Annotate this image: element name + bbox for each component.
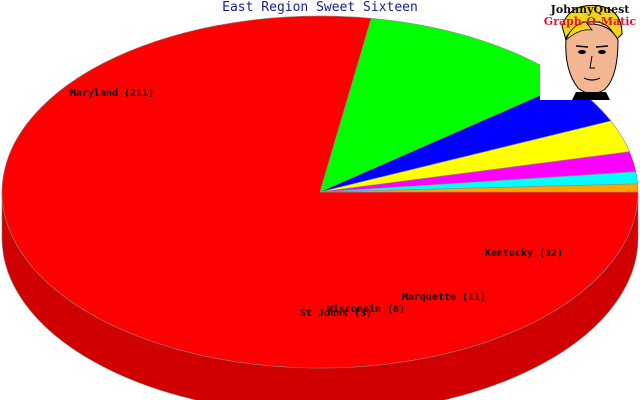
logo-line1: JohnnyQuest xyxy=(550,3,631,16)
logo-line2: Graph-O-Matic xyxy=(544,15,637,28)
pie-slice-unlabeled xyxy=(319,183,639,193)
slice-label-kentucky: Kentucky (32) xyxy=(485,248,563,259)
chart-title: East Region Sweet Sixteen xyxy=(222,0,418,15)
johnnyquest-logo: JohnnyQuest Graph-O-Matic xyxy=(540,0,640,100)
slice-label-st-johns: St Johns (3) xyxy=(300,308,372,319)
slice-label-wisconsin: Wisconsin (8) xyxy=(327,303,405,315)
slice-label-maryland: Maryland (211) xyxy=(70,88,154,99)
slice-label-marquette: Marquette (11) xyxy=(402,292,486,303)
